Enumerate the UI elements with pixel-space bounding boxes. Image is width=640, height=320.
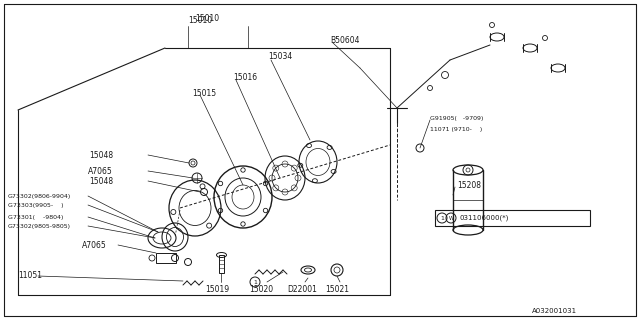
Text: G73303(9905-    ): G73303(9905- ) [8, 203, 63, 207]
Text: G91905(   -9709): G91905( -9709) [430, 116, 483, 121]
Text: W: W [449, 215, 454, 220]
Text: D22001: D22001 [287, 284, 317, 293]
Text: 15021: 15021 [325, 284, 349, 293]
Bar [156, 253, 176, 263]
Text: G73301(    -9804): G73301( -9804) [8, 214, 63, 220]
Text: 15048: 15048 [89, 150, 113, 159]
Text: A7065: A7065 [88, 166, 113, 175]
Text: 15019: 15019 [205, 284, 229, 293]
Text: 1: 1 [440, 215, 444, 220]
Text: A032001031: A032001031 [532, 308, 577, 314]
Bar [435, 210, 590, 226]
Text: 15010: 15010 [195, 13, 219, 22]
Text: 15015: 15015 [192, 89, 216, 98]
Text: B50604: B50604 [330, 36, 360, 44]
Text: 11051: 11051 [18, 271, 42, 281]
Text: 1: 1 [253, 279, 257, 284]
Text: 15020: 15020 [249, 284, 273, 293]
Text: 031106000(*): 031106000(*) [459, 215, 508, 221]
Text: A7065: A7065 [83, 241, 107, 250]
Text: G73302(9806-9904): G73302(9806-9904) [8, 194, 71, 198]
Text: 15016: 15016 [233, 73, 257, 82]
Text: 15048: 15048 [89, 177, 113, 186]
Text: 11071 (9710-    ): 11071 (9710- ) [430, 126, 483, 132]
Bar [219, 255, 224, 273]
Text: 15208: 15208 [457, 180, 481, 189]
Text: 15010: 15010 [188, 15, 212, 25]
Text: 15034: 15034 [268, 52, 292, 60]
Text: G73302(9805-9805): G73302(9805-9805) [8, 223, 71, 228]
